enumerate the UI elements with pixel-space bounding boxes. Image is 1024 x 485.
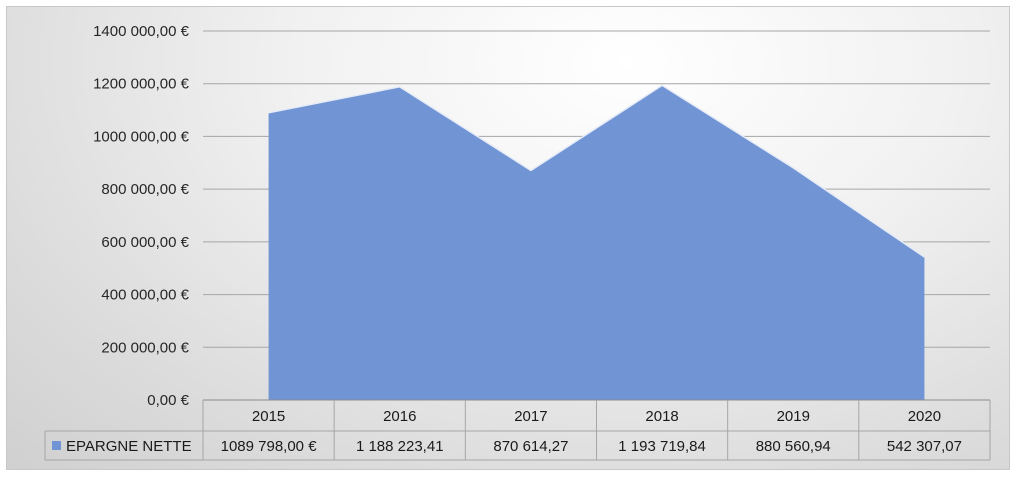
data-value-label: 1 188 223,41 bbox=[356, 438, 444, 455]
y-tick-label: 400 000,00 € bbox=[101, 287, 189, 304]
data-value-label: 1089 798,00 € bbox=[221, 438, 318, 455]
area-chart: 0,00 € 200 000,00 € 400 000,00 € 600 000,00… bbox=[44, 23, 991, 461]
y-tick-label: 0,00 € bbox=[147, 392, 189, 409]
area-series bbox=[268, 84, 925, 400]
category-label: 2020 bbox=[908, 408, 941, 425]
area-fill bbox=[268, 85, 925, 400]
chart-container: 0,00 € 200 000,00 € 400 000,00 € 600 000,00… bbox=[6, 6, 1010, 470]
category-label: 2018 bbox=[645, 408, 678, 425]
data-value-label: 1 193 719,84 bbox=[618, 438, 706, 455]
category-label: 2015 bbox=[252, 408, 285, 425]
legend-swatch bbox=[52, 441, 61, 450]
y-tick-label: 1200 000,00 € bbox=[93, 76, 190, 93]
data-table: 2015 2016 2017 2018 2019 2020 EPARGNE NETTE 108… bbox=[44, 399, 991, 461]
category-label: 2016 bbox=[383, 408, 416, 425]
data-value-label: 880 560,94 bbox=[756, 438, 831, 455]
area-top-edge bbox=[268, 84, 925, 258]
y-tick-label: 600 000,00 € bbox=[101, 234, 189, 251]
category-label: 2019 bbox=[777, 408, 810, 425]
y-axis-tick-labels: 0,00 € 200 000,00 € 400 000,00 € 600 000,00… bbox=[93, 23, 190, 409]
y-tick-label: 200 000,00 € bbox=[101, 339, 189, 356]
data-value-label: 542 307,07 bbox=[887, 438, 962, 455]
legend-series-name: EPARGNE NETTE bbox=[66, 438, 192, 455]
y-tick-label: 1000 000,00 € bbox=[93, 128, 190, 145]
y-tick-label: 800 000,00 € bbox=[101, 181, 189, 198]
y-tick-label: 1400 000,00 € bbox=[93, 23, 190, 40]
category-label: 2017 bbox=[514, 408, 547, 425]
data-value-label: 870 614,27 bbox=[493, 438, 568, 455]
